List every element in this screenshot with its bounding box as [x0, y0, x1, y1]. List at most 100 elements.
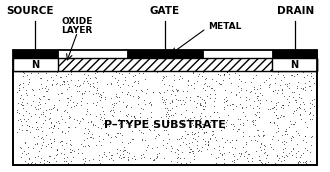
- Point: [38, 113, 44, 116]
- Text: GATE: GATE: [150, 6, 180, 16]
- Point: [162, 103, 167, 106]
- Point: [160, 97, 165, 100]
- Point: [113, 95, 118, 98]
- Point: [145, 146, 150, 148]
- Point: [87, 145, 92, 147]
- Point: [14, 111, 19, 114]
- Point: [136, 97, 141, 99]
- Point: [221, 72, 226, 75]
- Point: [191, 155, 196, 158]
- Point: [43, 87, 48, 89]
- Point: [116, 100, 121, 103]
- Point: [44, 79, 49, 82]
- Point: [255, 134, 260, 137]
- Point: [154, 155, 159, 158]
- Point: [283, 154, 289, 157]
- Point: [297, 133, 302, 136]
- Point: [278, 159, 283, 162]
- Point: [38, 156, 44, 159]
- Point: [135, 82, 140, 84]
- Point: [51, 106, 57, 109]
- Point: [115, 132, 120, 135]
- Point: [184, 133, 190, 135]
- Point: [98, 96, 103, 98]
- Point: [301, 108, 307, 111]
- Point: [291, 112, 296, 115]
- Point: [254, 140, 260, 143]
- Point: [291, 148, 296, 150]
- Point: [128, 115, 134, 118]
- Point: [297, 105, 302, 108]
- Point: [216, 144, 221, 147]
- Point: [47, 118, 52, 120]
- Point: [110, 103, 115, 105]
- Point: [177, 144, 182, 146]
- Point: [174, 87, 179, 90]
- Point: [58, 140, 64, 143]
- Point: [199, 127, 204, 130]
- Point: [233, 104, 239, 107]
- Point: [90, 158, 96, 161]
- Point: [243, 150, 248, 153]
- Point: [145, 144, 150, 147]
- Point: [62, 81, 67, 84]
- Point: [77, 85, 82, 87]
- Point: [231, 102, 236, 105]
- Point: [59, 82, 65, 85]
- Point: [236, 78, 241, 80]
- Point: [151, 157, 156, 160]
- Point: [49, 126, 54, 129]
- Point: [80, 82, 85, 85]
- Point: [20, 82, 26, 84]
- Point: [252, 86, 257, 89]
- Point: [243, 105, 248, 108]
- Point: [261, 135, 266, 138]
- Point: [272, 120, 277, 123]
- Point: [303, 160, 309, 163]
- Point: [194, 139, 200, 142]
- Point: [93, 77, 99, 80]
- Point: [257, 87, 262, 89]
- Point: [151, 159, 156, 162]
- Point: [167, 120, 172, 123]
- Point: [256, 111, 262, 114]
- Point: [97, 153, 102, 156]
- Point: [187, 95, 193, 98]
- Point: [253, 114, 258, 117]
- Point: [174, 137, 180, 140]
- Point: [87, 85, 92, 88]
- Point: [229, 123, 234, 126]
- Point: [275, 129, 280, 132]
- Point: [161, 128, 166, 131]
- Point: [163, 115, 168, 118]
- Point: [119, 121, 125, 123]
- Point: [115, 147, 120, 150]
- Point: [107, 158, 112, 160]
- Point: [161, 76, 166, 79]
- Point: [210, 130, 215, 133]
- Point: [58, 141, 63, 143]
- Point: [131, 154, 137, 157]
- Point: [256, 116, 261, 119]
- Point: [194, 146, 199, 149]
- Point: [116, 118, 121, 121]
- Point: [228, 82, 233, 85]
- Point: [123, 149, 128, 152]
- Point: [133, 123, 138, 126]
- Point: [198, 124, 203, 127]
- Point: [103, 98, 108, 100]
- Point: [135, 80, 141, 83]
- Point: [82, 79, 87, 82]
- Point: [84, 102, 89, 105]
- Point: [24, 120, 29, 123]
- Point: [217, 122, 223, 125]
- Point: [148, 115, 154, 118]
- Point: [166, 109, 171, 112]
- Point: [249, 159, 254, 162]
- Point: [192, 133, 197, 136]
- Point: [41, 141, 46, 143]
- Point: [143, 148, 148, 151]
- Point: [301, 87, 306, 89]
- Point: [271, 106, 277, 109]
- Point: [87, 136, 93, 138]
